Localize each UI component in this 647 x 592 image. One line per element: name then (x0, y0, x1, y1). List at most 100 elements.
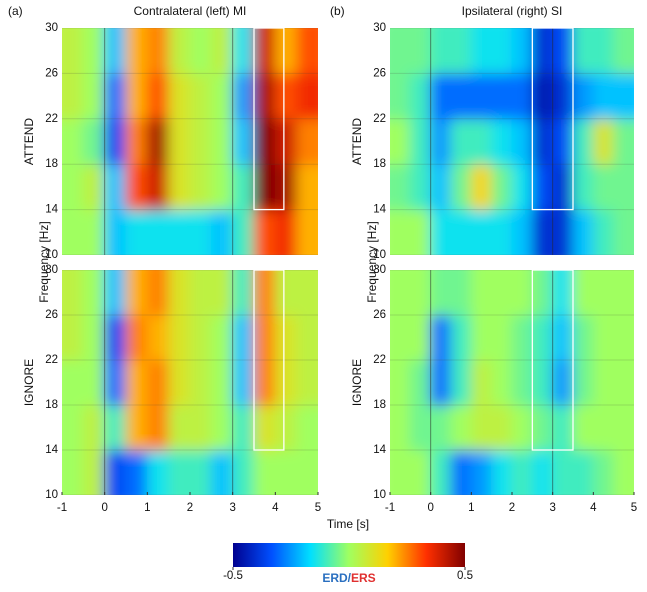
heatmap-cell (613, 28, 634, 74)
heatmap-cell (296, 359, 318, 406)
heatmap-cell (430, 209, 452, 255)
heatmap-cell (125, 72, 148, 120)
heatmap-cell (232, 359, 255, 406)
heatmap-cell (210, 72, 234, 120)
heatmap-cell (491, 449, 513, 495)
heatmap-cell (296, 72, 318, 120)
heatmap-cell (189, 118, 212, 165)
y-tick-label: 22 (373, 354, 386, 366)
heatmap-cell (470, 209, 493, 255)
heatmap-cell (390, 270, 411, 316)
heatmap-cell (296, 28, 318, 74)
row-label: IGNORE (350, 359, 364, 406)
heatmap-cell (491, 72, 513, 120)
heatmap-cell (572, 359, 594, 406)
x-tick-label: 3 (549, 502, 555, 514)
heatmap-cell (470, 449, 493, 495)
x-tick-label: 1 (468, 502, 474, 514)
heatmap-cell (189, 270, 212, 316)
heatmap-cell (210, 118, 234, 165)
heatmap-cell (572, 449, 594, 495)
heatmap-cell (531, 359, 554, 406)
heatmap-cell (253, 449, 276, 495)
heatmap (390, 270, 634, 495)
y-tick-label: 14 (45, 204, 58, 216)
heatmap-cell (253, 28, 276, 74)
colorbar-label-part: ERD (322, 571, 348, 585)
heatmap-cell (613, 359, 634, 406)
heatmap-cell (189, 72, 212, 120)
heatmap-cell (491, 163, 513, 211)
heatmap-cell (146, 209, 170, 255)
heatmap-cell (210, 270, 234, 316)
panel-label: (a) (8, 4, 23, 18)
heatmap-cell (450, 449, 472, 495)
x-tick-label: -1 (385, 502, 395, 514)
heatmap-cell (146, 270, 170, 316)
heatmap-cell (572, 404, 594, 451)
heatmap-cell (592, 118, 615, 165)
heatmap-cell (82, 72, 106, 120)
heatmap-cell (253, 404, 276, 451)
heatmap-cell (296, 163, 318, 211)
heatmap-cell (62, 270, 84, 316)
heatmap-cell (82, 28, 106, 74)
y-tick-label: 30 (45, 22, 58, 34)
colorbar-label: ERD/ERS (322, 571, 375, 585)
heatmap-cell (552, 314, 574, 361)
heatmap-cell (125, 404, 148, 451)
heatmap-cell (450, 72, 472, 120)
y-tick-label: 30 (373, 22, 386, 34)
heatmap-cell (232, 449, 255, 495)
heatmap-area (390, 270, 634, 495)
heatmap-cell (613, 449, 634, 495)
heatmap-cell (390, 209, 411, 255)
heatmap-cell (552, 270, 574, 316)
heatmap-cell (82, 449, 106, 495)
heatmap-cell (531, 72, 554, 120)
heatmap-cell (592, 314, 615, 361)
heatmap-cell (253, 163, 276, 211)
heatmap-cell (409, 28, 432, 74)
x-tick-label: 2 (509, 502, 515, 514)
heatmap-cell (450, 404, 472, 451)
heatmap-cell (82, 359, 106, 406)
heatmap-cell (511, 314, 533, 361)
heatmap-cell (146, 404, 170, 451)
heatmap-cell (82, 404, 106, 451)
heatmap-cell (253, 118, 276, 165)
heatmap-cell (189, 28, 212, 74)
heatmap-cell (511, 449, 533, 495)
heatmap-cell (253, 72, 276, 120)
heatmap-cell (613, 314, 634, 361)
heatmap-cell (168, 28, 191, 74)
heatmap-cell (125, 209, 148, 255)
heatmap-cell (104, 270, 127, 316)
y-axis-label: Frequency [Hz] (37, 221, 51, 302)
heatmap-cell (572, 209, 594, 255)
heatmap-cell (146, 359, 170, 406)
heatmap-cell (531, 163, 554, 211)
colorbar-label-part: ERS (351, 571, 376, 585)
heatmap-cell (613, 270, 634, 316)
heatmap-cell (409, 270, 432, 316)
heatmap-cell (146, 163, 170, 211)
heatmap-cell (296, 270, 318, 316)
heatmap-cell (168, 449, 191, 495)
heatmap-cell (552, 163, 574, 211)
heatmap-cell (168, 270, 191, 316)
heatmap-cell (450, 270, 472, 316)
heatmap-cell (62, 314, 84, 361)
heatmap-cell (189, 209, 212, 255)
heatmap-cell (491, 209, 513, 255)
y-tick-label: 14 (45, 444, 58, 456)
heatmap-cell (613, 118, 634, 165)
heatmap-cell (104, 118, 127, 165)
heatmap-cell (82, 314, 106, 361)
heatmap-cell (210, 449, 234, 495)
highlight-box (531, 27, 574, 211)
heatmap-cell (572, 314, 594, 361)
colorbar (233, 543, 465, 567)
heatmap-cell (390, 359, 411, 406)
heatmap-cell (82, 270, 106, 316)
